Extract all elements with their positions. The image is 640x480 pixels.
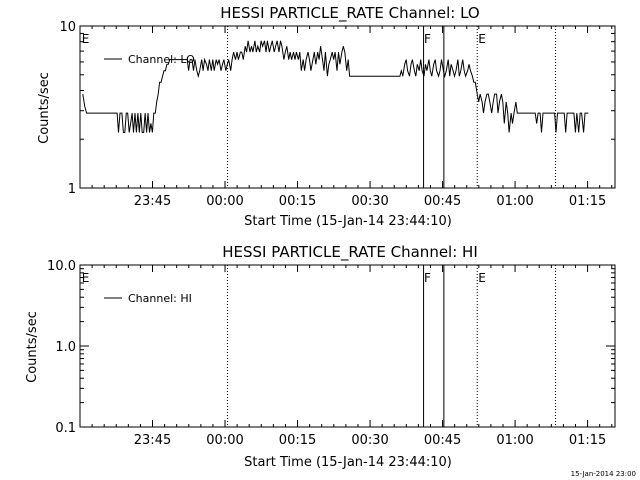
- x-tick-label: 00:30: [351, 433, 388, 448]
- event-flag-label: E: [478, 271, 486, 285]
- x-tick-label: 00:00: [206, 433, 243, 448]
- y-tick-label: 0.1: [55, 421, 76, 436]
- y-tick-label: 10.0: [47, 259, 76, 274]
- event-flag-label: E: [478, 32, 486, 46]
- event-flag-label: E: [82, 271, 90, 285]
- x-tick-label: 00:30: [351, 194, 388, 209]
- legend-label: Channel: LO: [128, 53, 195, 66]
- x-tick-label: 01:00: [496, 433, 533, 448]
- x-tick-label: 23:45: [134, 433, 171, 448]
- x-tick-label: 00:45: [424, 433, 461, 448]
- series-line: [82, 40, 589, 133]
- x-tick-label: 00:15: [279, 433, 316, 448]
- panel-hi-xlabel: Start Time (15-Jan-14 23:44:10): [244, 455, 452, 470]
- event-flag-label: F: [424, 271, 431, 285]
- legend-label: Channel: HI: [128, 292, 192, 305]
- event-flag-label: F: [424, 32, 431, 46]
- y-tick-label: 10: [59, 20, 76, 35]
- footer-timestamp: 15-Jan-2014 23:00: [571, 470, 636, 478]
- panel-lo-plot: 23:45 00:00 00:15 00:30 00:45 01:00 01:15 1 10 E F…: [59, 20, 616, 209]
- x-tick-label: 00:15: [279, 194, 316, 209]
- x-tick-label: 01:00: [496, 194, 533, 209]
- panel-hi-plot: 23:45 00:00 00:15 00:30 00:45 01:00 01:15 0.1 1.…: [47, 259, 616, 448]
- panel-hi: HESSI PARTICLE_RATE Channel: HI Counts/s…: [25, 243, 616, 470]
- y-tick-label: 1: [68, 182, 76, 197]
- x-tick-label: 00:00: [206, 194, 243, 209]
- x-tick-label: 01:15: [569, 194, 606, 209]
- y-tick-label: 1.0: [55, 340, 76, 355]
- plot-frame: [79, 25, 616, 189]
- panel-lo-title: HESSI PARTICLE_RATE Channel: LO: [220, 4, 479, 23]
- event-flag-label: E: [82, 32, 90, 46]
- panel-lo: HESSI PARTICLE_RATE Channel: LO Counts/s…: [37, 4, 616, 229]
- x-tick-label: 00:45: [424, 194, 461, 209]
- panel-hi-ylabel: Counts/sec: [25, 311, 40, 383]
- x-tick-label: 01:15: [569, 433, 606, 448]
- panel-hi-title: HESSI PARTICLE_RATE Channel: HI: [222, 243, 478, 262]
- panel-lo-ylabel: Counts/sec: [37, 72, 52, 144]
- x-tick-label: 23:45: [134, 194, 171, 209]
- panel-lo-xlabel: Start Time (15-Jan-14 23:44:10): [244, 214, 452, 229]
